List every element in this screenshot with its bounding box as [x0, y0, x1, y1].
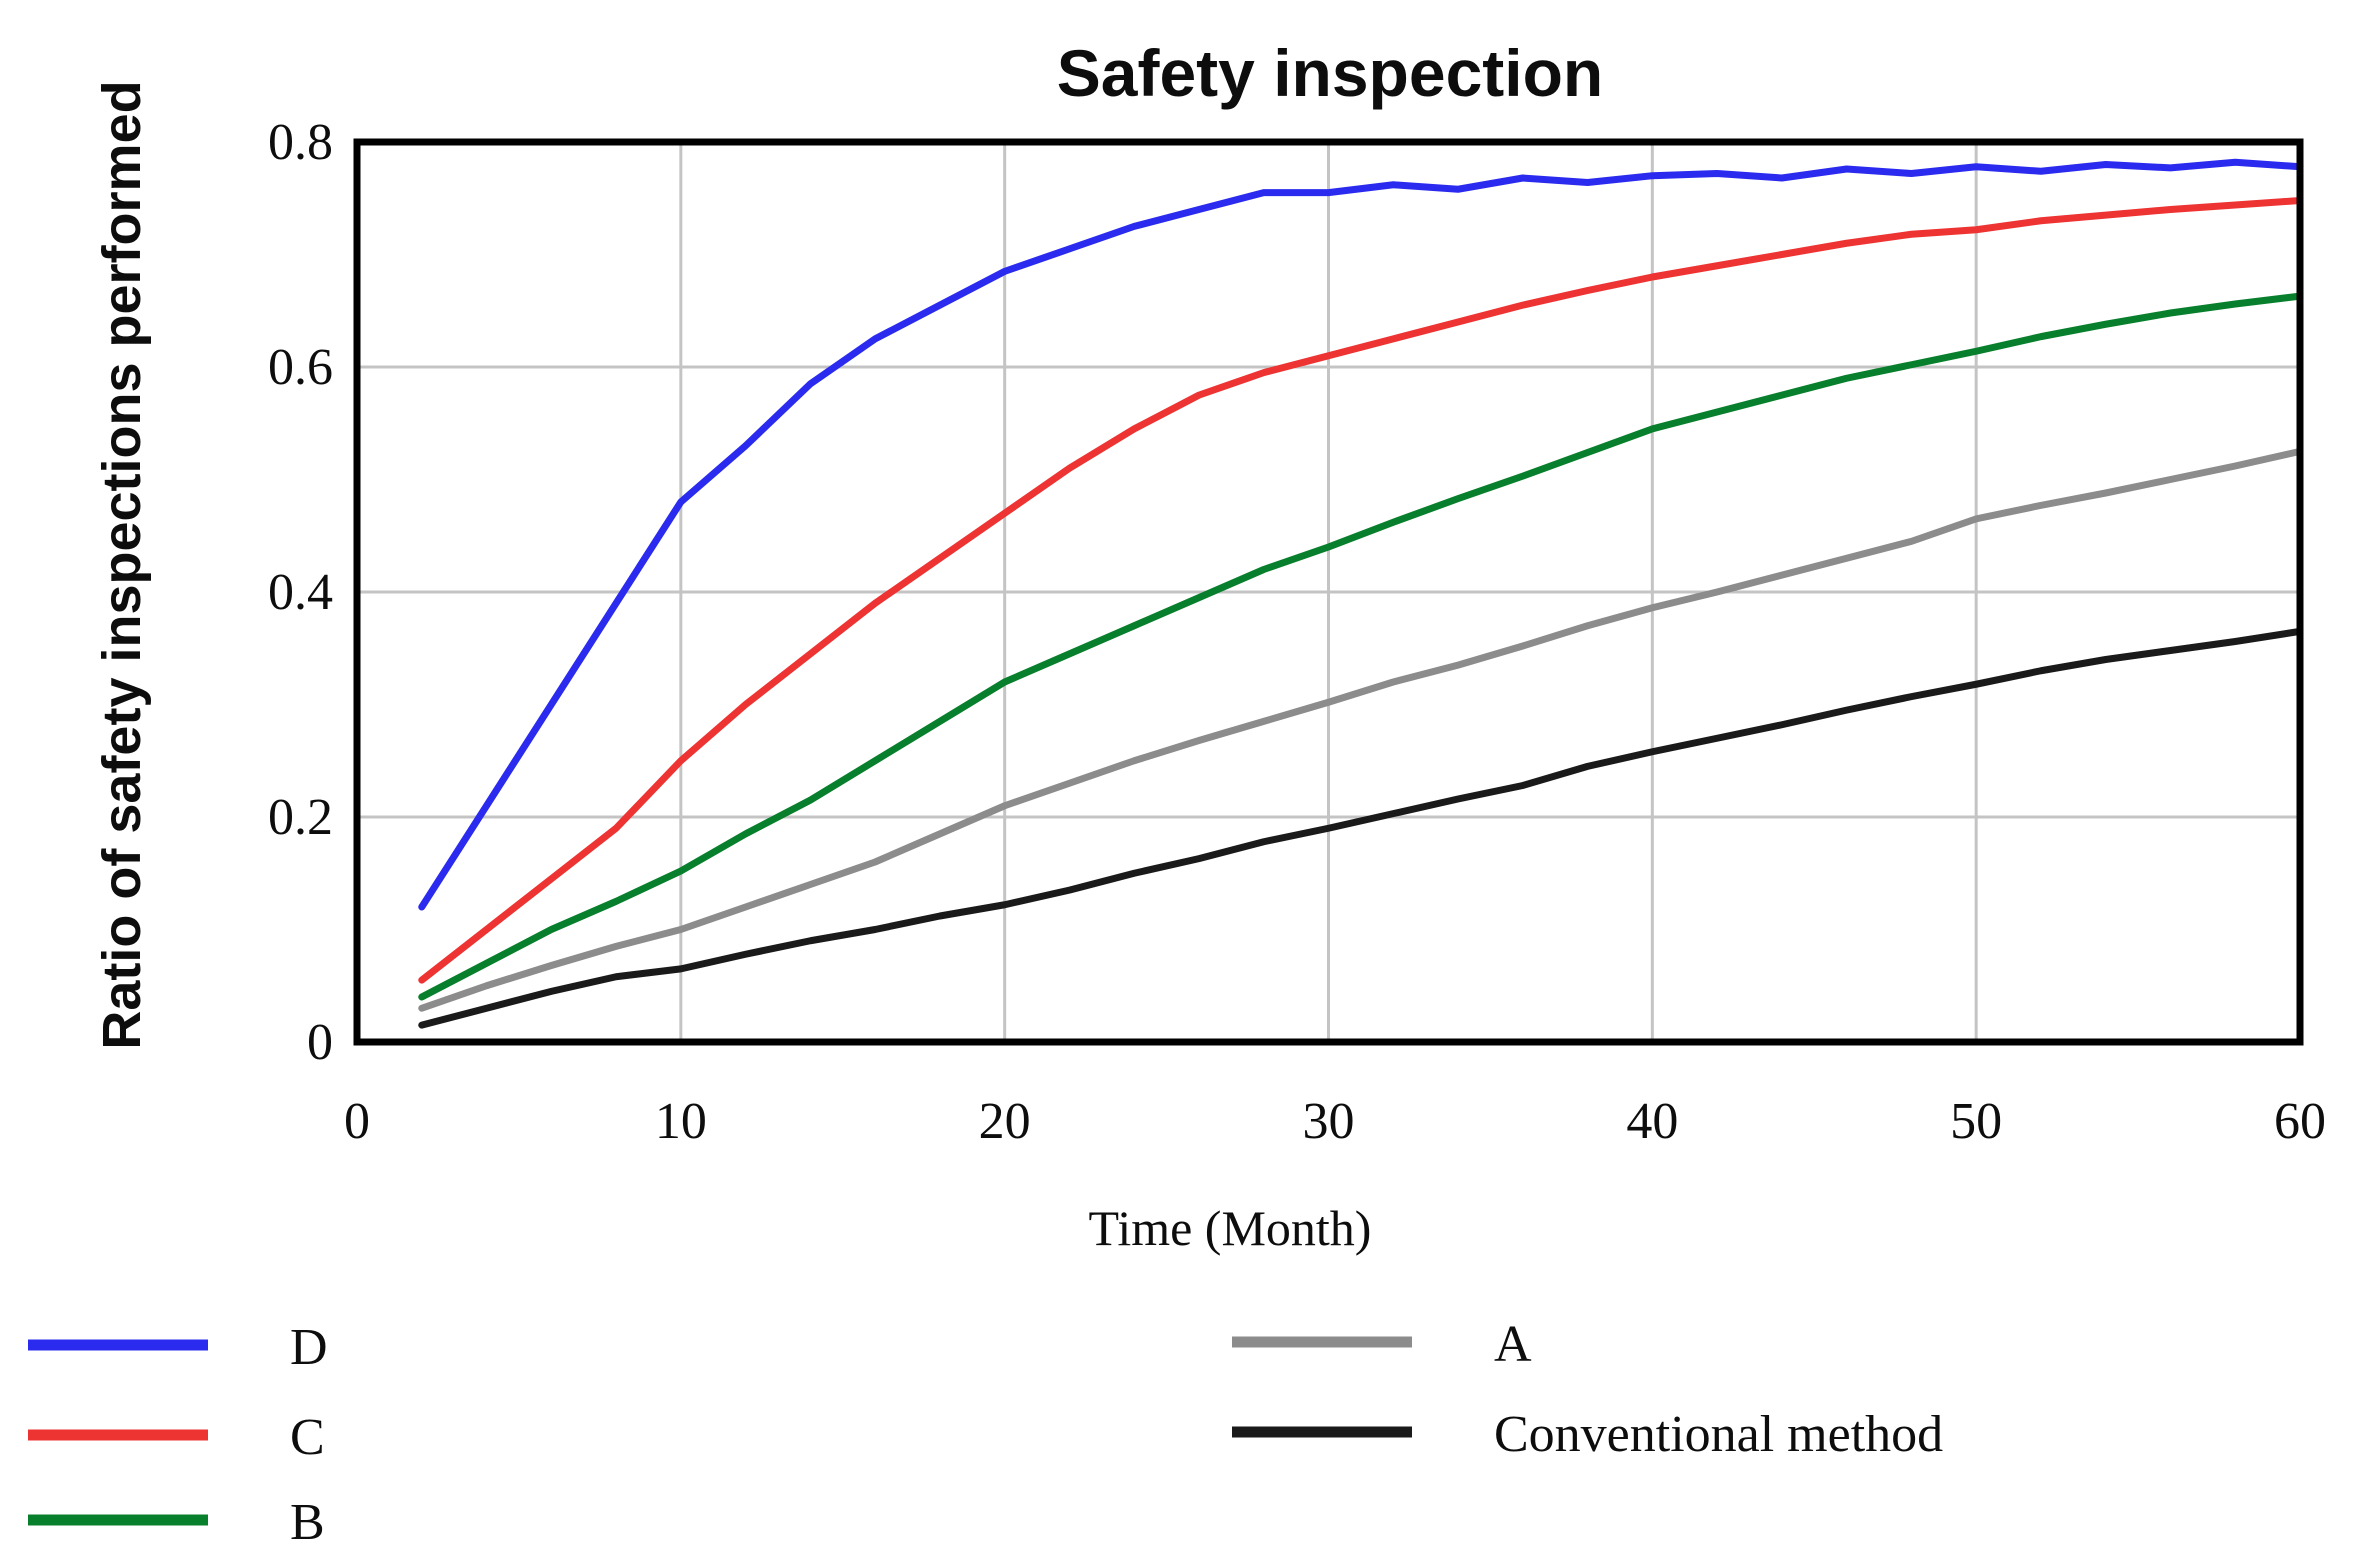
legend-label-b: B [290, 1494, 325, 1551]
x-tick-label: 60 [2274, 1093, 2326, 1150]
x-tick-label: 20 [979, 1093, 1031, 1150]
legend: DCB A Conventional method [28, 1316, 1943, 1551]
legend-label-c: C [290, 1409, 325, 1466]
chart-title: Safety inspection [1057, 36, 1603, 110]
y-tick-label: 0.8 [268, 114, 333, 171]
x-tick-label: 0 [344, 1093, 370, 1150]
legend-label-conventional-method: Conventional method [1494, 1406, 1943, 1463]
x-tick-label: 50 [1950, 1093, 2002, 1150]
y-axis-tick-labels: 0 0.2 0.4 0.6 0.8 [268, 114, 333, 1071]
data-curves [418, 158, 2304, 1029]
y-tick-label: 0.6 [268, 339, 333, 396]
y-tick-label: 0.2 [268, 789, 333, 846]
x-tick-label: 30 [1303, 1093, 1355, 1150]
legend-label-d: D [290, 1319, 328, 1376]
gridlines [357, 142, 2300, 1042]
y-axis-title: Ratio of safety inspections performed [92, 80, 152, 1049]
legend-label-a: A [1494, 1316, 1532, 1373]
x-axis-title: Time (Month) [1089, 1200, 1372, 1256]
x-tick-label: 40 [1626, 1093, 1678, 1150]
series-line-a [418, 447, 2304, 1012]
series-line-conventional-method [418, 627, 2304, 1029]
y-tick-label: 0.4 [268, 564, 333, 621]
x-tick-label: 10 [655, 1093, 707, 1150]
series-line-c [418, 197, 2304, 984]
series-line-d [418, 158, 2304, 911]
series-line-b [418, 292, 2304, 1001]
x-axis-tick-labels: 0 10 20 30 40 50 60 [344, 1093, 2326, 1150]
plot-frame [353, 138, 2304, 1046]
y-tick-label: 0 [307, 1014, 333, 1071]
